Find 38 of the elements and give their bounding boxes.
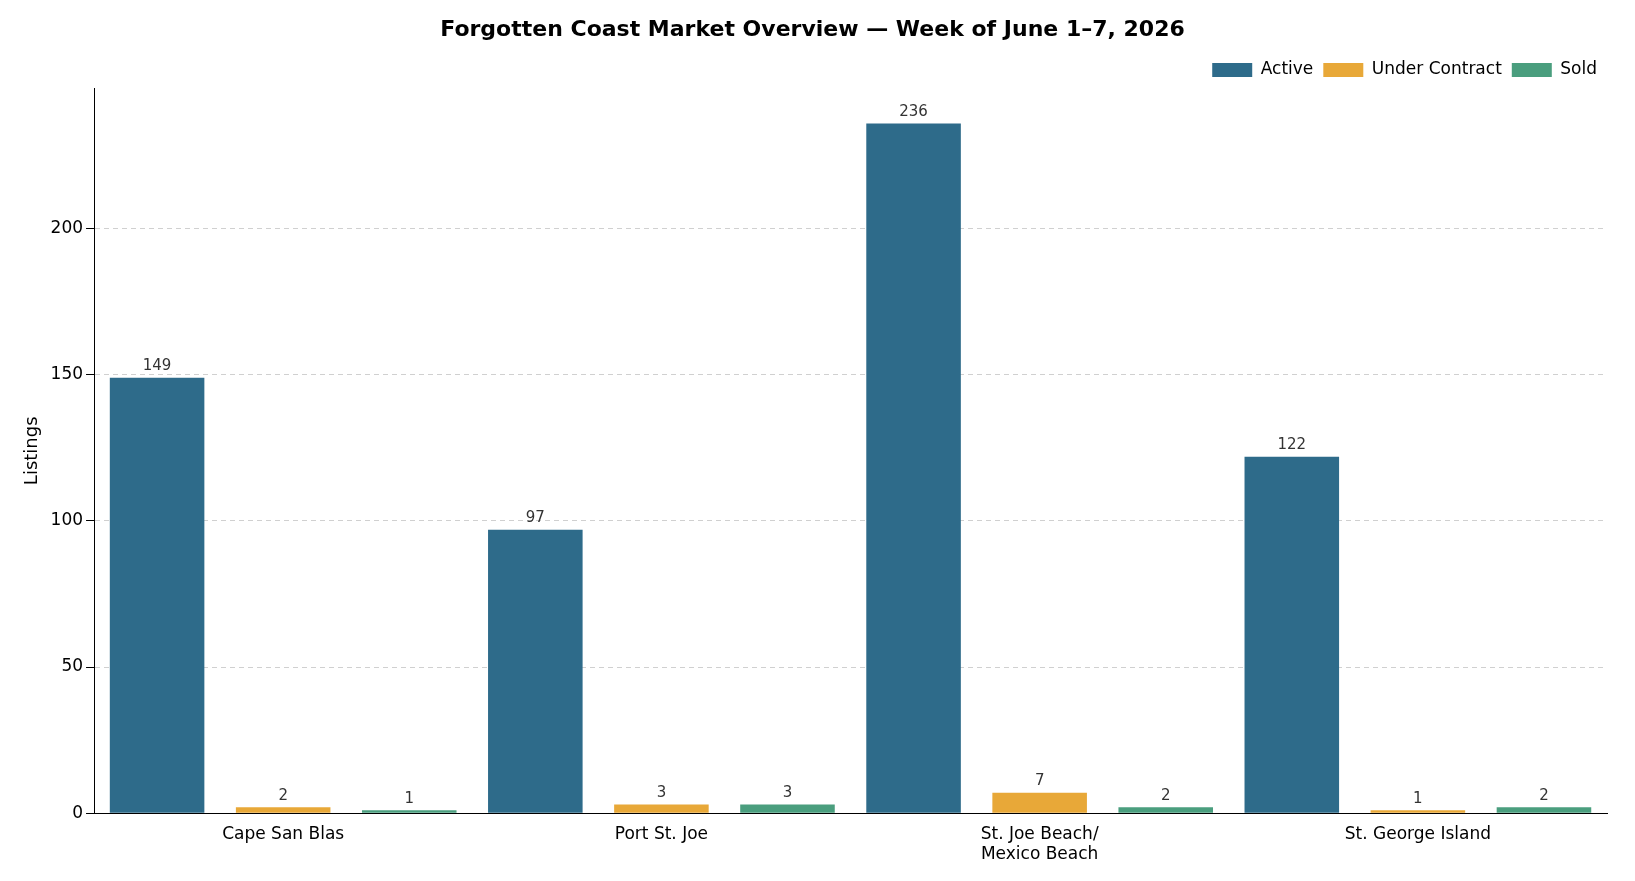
y-tick-label: 200 (50, 217, 84, 238)
data-label: 122 (1277, 435, 1307, 454)
data-label: 1 (404, 788, 415, 807)
bar (614, 804, 709, 813)
bar (361, 810, 457, 813)
data-label: 3 (656, 782, 667, 801)
bar (992, 792, 1087, 813)
data-label: 2 (278, 785, 288, 804)
bar (1496, 807, 1592, 813)
bar (1118, 807, 1213, 813)
legend-label: Active (1260, 58, 1314, 79)
x-tick-label: St. George Island (1344, 822, 1491, 843)
data-label: 97 (525, 508, 545, 527)
legend-label: Sold (1560, 58, 1598, 79)
bar (109, 377, 205, 813)
y-tick-label: 150 (50, 363, 84, 384)
data-label: 149 (142, 356, 172, 375)
bar (1244, 456, 1340, 813)
data-label: 2 (1539, 785, 1549, 804)
y-tick-label: 0 (72, 801, 84, 822)
legend-label: Under Contract (1371, 58, 1503, 79)
bar (740, 804, 835, 813)
data-label: 236 (899, 101, 928, 120)
bar (235, 807, 331, 813)
data-label: 2 (1160, 785, 1171, 804)
y-tick-label: 50 (61, 655, 84, 676)
bar (488, 529, 583, 813)
chart-title: Forgotten Coast Market Overview — Week of June 1–7, 2026 (440, 15, 1185, 41)
x-tick-label: Cape San Blas (222, 822, 345, 843)
x-tick-label: Port St. Joe (614, 822, 709, 843)
bar (1370, 810, 1466, 813)
data-label: 1 (1413, 788, 1423, 807)
data-label: 7 (1034, 771, 1045, 790)
data-label: 3 (782, 782, 793, 801)
x-tick-label: St. Joe Beach/ Mexico Beach (980, 822, 1099, 864)
bar (866, 123, 961, 813)
y-axis-title: Listings (20, 416, 42, 486)
y-tick-label: 100 (50, 509, 84, 530)
